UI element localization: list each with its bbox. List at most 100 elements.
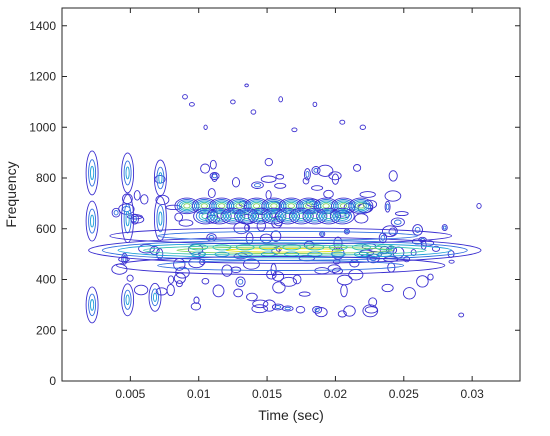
contour-line [193, 207, 219, 225]
contour-line [303, 168, 311, 181]
contour-line [125, 294, 130, 306]
contour-line [298, 291, 311, 297]
contour-line [384, 190, 402, 202]
contour-line [394, 219, 402, 225]
contour-line [88, 208, 97, 234]
contour-line [193, 296, 200, 304]
contour-line [327, 264, 341, 273]
contour-line [275, 207, 301, 225]
contour-line [90, 214, 95, 228]
contour-line [412, 224, 423, 236]
contour-line [331, 173, 340, 185]
contour-line [149, 246, 160, 255]
contour-line [394, 211, 409, 217]
contour-line [348, 197, 374, 215]
contour-line [111, 207, 121, 218]
contour-line [402, 287, 416, 300]
contour-line [214, 213, 224, 220]
contour-line [174, 212, 184, 222]
contour-line [264, 157, 273, 167]
contour-line [385, 203, 390, 210]
contour-line [302, 177, 310, 185]
contour-line [312, 305, 323, 314]
contour-line [85, 150, 99, 196]
contour-line [281, 305, 294, 312]
contour-line [111, 263, 128, 275]
contour-line [362, 304, 379, 318]
contour-line [368, 297, 378, 307]
contour-line [335, 211, 350, 221]
contour-line [88, 236, 482, 264]
y-tick-label: 1400 [29, 19, 56, 33]
contour-line [251, 181, 264, 189]
contour-line [138, 243, 155, 254]
contour-line [152, 292, 158, 302]
contour-line [278, 96, 284, 103]
contour-line [126, 274, 134, 282]
contour-line [200, 163, 211, 174]
y-tick-label: 0 [49, 374, 56, 388]
contour-line [236, 209, 257, 223]
contour-line [121, 283, 135, 317]
contour-line [165, 204, 182, 211]
y-tick-label: 600 [36, 222, 56, 236]
plot-area [62, 8, 520, 381]
contour-line [157, 230, 418, 241]
contour-line [311, 166, 321, 175]
contour-line [266, 211, 281, 221]
contour-line [228, 213, 238, 220]
contour-line [132, 216, 138, 223]
contour-line [116, 256, 446, 275]
y-tick-label: 1200 [29, 70, 56, 84]
contour-line [235, 276, 246, 288]
contour-line [350, 199, 372, 213]
contour-line [220, 207, 246, 225]
contour-line [380, 235, 386, 241]
contour-line [388, 227, 397, 236]
contour-line [195, 209, 216, 223]
contour-line [353, 164, 362, 172]
contour-line [280, 211, 295, 221]
contour-line [113, 210, 119, 216]
contour-line [291, 127, 298, 133]
contour-line [416, 275, 429, 288]
contour-line [231, 177, 241, 188]
contour-line [156, 204, 165, 233]
contour-line [264, 209, 284, 223]
contour-line [313, 168, 319, 173]
contour-line [201, 213, 210, 220]
contour-line [332, 209, 353, 223]
contour-line [338, 213, 347, 220]
contour-line [123, 160, 132, 186]
contour-line [167, 275, 175, 284]
contour-line [212, 244, 232, 251]
contour-line [123, 289, 132, 310]
contour-line [272, 281, 286, 294]
contour-line [307, 211, 322, 221]
contour-line [88, 159, 97, 187]
contour-line [252, 299, 269, 309]
contour-line [88, 293, 97, 317]
contour-line [252, 203, 261, 209]
contour-line [157, 260, 405, 271]
x-tick-label: 0.025 [389, 387, 419, 401]
contour-line [182, 94, 188, 100]
contour-line [125, 166, 130, 180]
contour-line [357, 203, 365, 209]
contour-line [275, 174, 285, 180]
contour-line [310, 213, 320, 220]
contour-line [269, 213, 279, 220]
contour-line [140, 194, 149, 205]
contour-line [343, 305, 356, 317]
contour-layer [85, 83, 482, 324]
contour-line [118, 256, 130, 263]
contour-line [251, 304, 268, 314]
contour-line [329, 207, 355, 225]
contour-line [295, 305, 306, 314]
contour-line [255, 213, 265, 220]
contour-line [320, 232, 324, 236]
contour-line [283, 213, 292, 220]
axes-box [61, 7, 521, 382]
contour-line [352, 200, 369, 212]
contour-line [377, 251, 393, 257]
